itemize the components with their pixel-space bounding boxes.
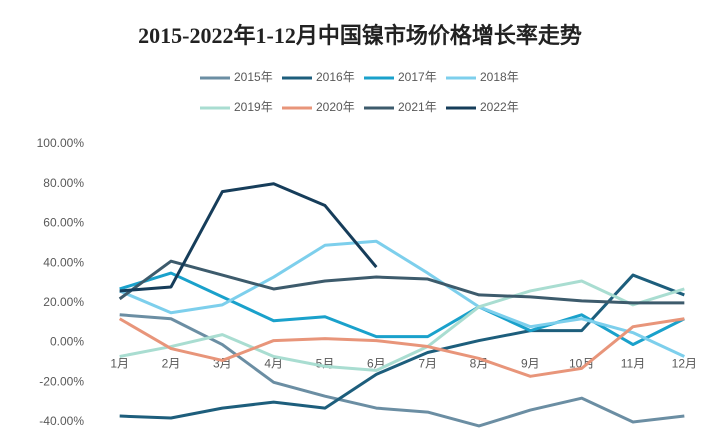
y-tick-label: -20.00% [39, 374, 84, 388]
legend-label: 2015年 [234, 70, 273, 84]
legend-label: 2017年 [398, 70, 437, 84]
x-tick-label: 10月 [569, 357, 594, 371]
legend-label: 2019年 [234, 100, 273, 114]
x-tick-label: 1月 [110, 357, 129, 371]
x-tick-label: 4月 [264, 357, 283, 371]
x-tick-label: 7月 [418, 357, 437, 371]
series-line [119, 239, 685, 358]
y-tick-label: 80.00% [43, 176, 84, 190]
y-tick-label: -40.00% [39, 414, 84, 428]
series-line [119, 182, 378, 293]
legend-label: 2021年 [398, 100, 437, 114]
legend-label: 2020年 [316, 100, 355, 114]
y-tick-label: 100.00% [37, 136, 85, 150]
y-tick-label: 60.00% [43, 216, 84, 230]
series-line [118, 259, 685, 305]
x-tick-label: 12月 [672, 357, 697, 371]
y-tick-label: 40.00% [43, 255, 84, 269]
x-tick-label: 2月 [162, 357, 181, 371]
series-line [118, 317, 685, 378]
y-tick-label: 20.00% [43, 295, 84, 309]
series-line [119, 279, 685, 372]
chart-title: 2015-2022年1-12月中国镍市场价格增长率走势 [138, 23, 582, 48]
legend-label: 2022年 [480, 100, 519, 114]
x-tick-label: 9月 [521, 357, 540, 371]
legend-label: 2018年 [480, 70, 519, 84]
series-line [119, 273, 685, 420]
legend-label: 2016年 [316, 70, 355, 84]
x-tick-label: 11月 [621, 357, 645, 371]
series-line [119, 313, 685, 428]
y-tick-label: 0.00% [50, 335, 84, 349]
